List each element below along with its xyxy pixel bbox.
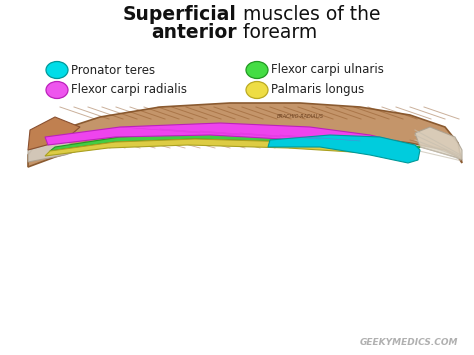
Text: BRACHIO-RADIALIS: BRACHIO-RADIALIS bbox=[276, 115, 323, 120]
Ellipse shape bbox=[246, 61, 268, 78]
Text: Superficial: Superficial bbox=[123, 5, 237, 24]
Ellipse shape bbox=[46, 61, 68, 78]
Text: GEEKYMEDICS.COM: GEEKYMEDICS.COM bbox=[359, 338, 458, 347]
Text: Flexor carpi ulnaris: Flexor carpi ulnaris bbox=[271, 64, 384, 76]
Text: anterior: anterior bbox=[151, 22, 237, 42]
Polygon shape bbox=[268, 135, 420, 163]
Polygon shape bbox=[415, 127, 462, 160]
Ellipse shape bbox=[246, 82, 268, 98]
Polygon shape bbox=[50, 133, 420, 152]
Polygon shape bbox=[28, 103, 462, 167]
Polygon shape bbox=[28, 140, 80, 162]
Ellipse shape bbox=[46, 82, 68, 98]
Polygon shape bbox=[45, 139, 415, 157]
Text: muscles of the: muscles of the bbox=[237, 5, 381, 24]
Polygon shape bbox=[45, 123, 400, 152]
Polygon shape bbox=[28, 117, 80, 150]
Text: Palmaris longus: Palmaris longus bbox=[271, 83, 364, 97]
Text: Pronator teres: Pronator teres bbox=[71, 64, 155, 76]
Text: Flexor carpi radialis: Flexor carpi radialis bbox=[71, 83, 187, 97]
Text: forearm: forearm bbox=[237, 22, 317, 42]
